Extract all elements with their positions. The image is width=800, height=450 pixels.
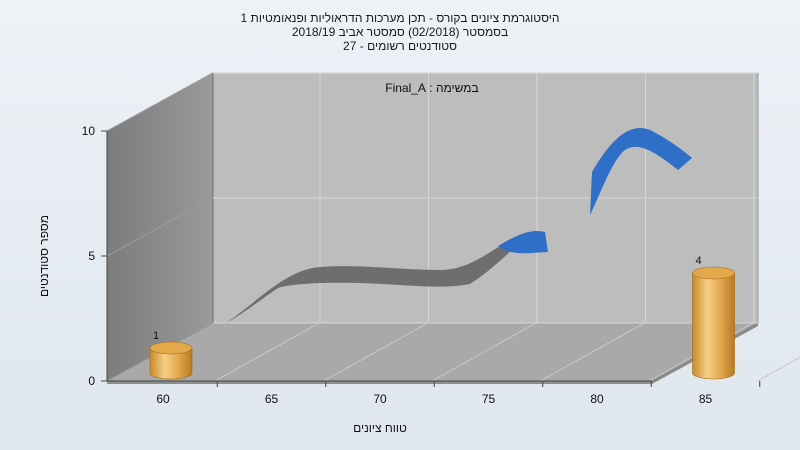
x-tick-label: 80 <box>590 392 604 406</box>
bar-top <box>692 266 735 280</box>
bar-body <box>149 347 193 380</box>
annotation-label: במשימה : Final_A <box>385 81 478 95</box>
x-tick-label: 60 <box>156 392 170 406</box>
side-grid-line <box>106 72 214 132</box>
y-axis-title: מספר סטודנטים <box>37 215 51 297</box>
floor-front-edge <box>107 381 652 384</box>
bar-top <box>149 341 193 355</box>
bar: 1 <box>149 330 193 380</box>
floor-grid-line <box>323 322 428 382</box>
bar-value-label: 1 <box>153 330 159 342</box>
curve-segment-gray <box>226 244 520 323</box>
side-grid-line <box>106 197 214 257</box>
x-tick-label: 75 <box>482 392 496 406</box>
x-axis-title: טווח ציונים <box>353 421 407 435</box>
x-tick-label: 85 <box>699 392 713 406</box>
bar-body <box>692 272 735 380</box>
x-axis: 6065707580859095100 <box>107 380 761 406</box>
bar-value-label: 4 <box>695 255 701 267</box>
floor-grid-line <box>757 356 800 382</box>
floor-grid-line <box>431 322 537 382</box>
distribution-curve <box>226 128 692 323</box>
floor <box>106 322 759 382</box>
floor-grid-line <box>540 322 645 382</box>
curve-segment-blue <box>498 128 692 254</box>
chart-subtitle-semester: בסמסטר (02/2018) סמסטר אביב 2018/19 <box>291 25 509 39</box>
y-tick-label: 0 <box>88 374 95 388</box>
y-axis: 0 5 10 <box>82 124 108 388</box>
y-tick-label: 10 <box>82 124 96 138</box>
bars-group: 14487 <box>149 255 735 380</box>
x-tick-label: 70 <box>373 392 387 406</box>
chart-subtitle-students: סטודנטים רשומים - 27 <box>343 39 457 53</box>
y-tick-label: 5 <box>88 249 95 263</box>
floor-grid-line <box>214 322 320 382</box>
bar: 4 <box>692 255 735 380</box>
chart-title: היסטוגרמת ציונים בקורס - תכן מערכות הדרא… <box>240 11 560 25</box>
x-tick-label: 65 <box>265 392 279 406</box>
